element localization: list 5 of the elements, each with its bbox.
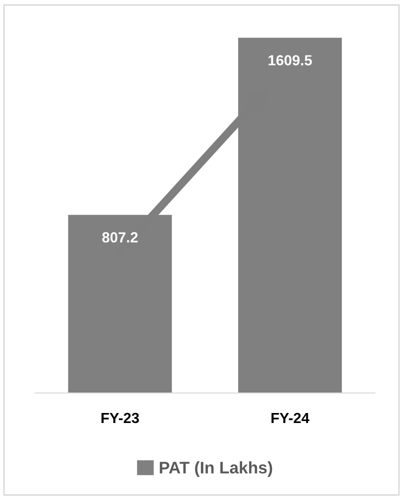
x-tick-label: FY-24 — [272, 412, 310, 424]
legend-label: PAT (In Lakhs) — [160, 461, 272, 477]
x-tick-label: FY-23 — [102, 412, 139, 424]
data-label: 807.2 — [102, 232, 138, 243]
data-label: 1609.5 — [268, 55, 312, 66]
